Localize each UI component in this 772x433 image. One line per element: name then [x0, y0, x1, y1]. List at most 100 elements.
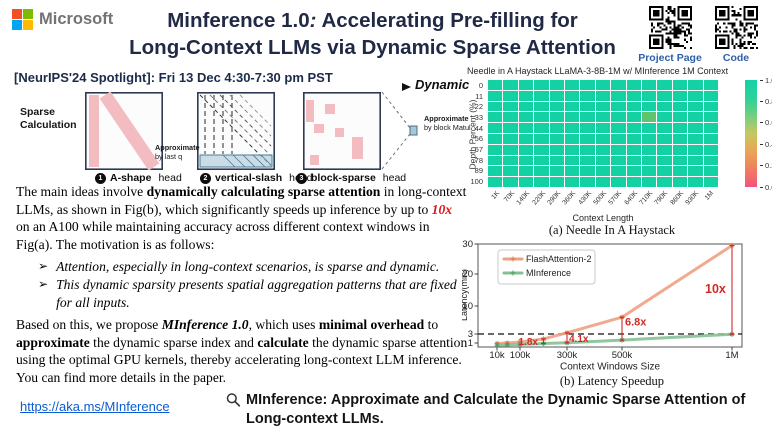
- block-approx-connector-icon: [381, 91, 418, 170]
- bullet-item: ➢ Attention, especially in long-context …: [38, 259, 440, 275]
- heatmap-cell: [611, 166, 626, 177]
- heatmap-cell: [549, 112, 564, 123]
- heatmap-cell: [503, 90, 518, 101]
- svg-text:1: 1: [468, 338, 473, 349]
- heatmap-cell: [595, 177, 611, 187]
- heatmap-cell: [534, 144, 549, 155]
- svg-text:30: 30: [462, 239, 473, 250]
- heatmap-cell: [503, 144, 518, 155]
- svg-text:100k: 100k: [510, 350, 531, 361]
- heatmap-cell: [564, 112, 580, 123]
- title-line-2: Long-Context LLMs via Dynamic Sparse Att…: [129, 36, 616, 59]
- heatmap-cell: [672, 177, 688, 187]
- heatmap-cell: [672, 90, 688, 101]
- page-title: Minference 1.0: Accelerating Pre-filling …: [95, 7, 650, 61]
- heatmap-cell: [580, 144, 595, 155]
- heatmap-cell: [534, 123, 549, 133]
- heatmap-cell: [703, 134, 718, 144]
- heatmap-cell: [611, 134, 626, 144]
- project-page-qr-code[interactable]: [646, 4, 694, 51]
- project-link[interactable]: https://aka.ms/MInference: [20, 399, 170, 414]
- heatmap-cell: [518, 155, 534, 166]
- heatmap-cell: [488, 155, 503, 166]
- code-qr-code[interactable]: [712, 4, 760, 51]
- latency-chart: 1 3 10 20 30 Latency(min) 10k 100k 300k 500k 1M Con…: [459, 238, 772, 396]
- heatmap-cell: [672, 80, 688, 90]
- approx-last-q-label: Approximate by last q: [155, 143, 200, 161]
- heatmap-cell: [672, 144, 688, 155]
- heatmap-cell: [595, 123, 611, 133]
- heatmap-cell: [595, 166, 611, 177]
- heatmap-colorbar: [745, 80, 757, 187]
- heatmap-cell: [580, 80, 595, 90]
- svg-text:1M: 1M: [725, 350, 738, 361]
- microsoft-logo: Microsoft: [12, 9, 113, 30]
- heatmap-cell: [564, 134, 580, 144]
- microsoft-square-yellow: [23, 20, 33, 30]
- heatmap-cell: [595, 112, 611, 123]
- heatmap-cell: [518, 177, 534, 187]
- heatmap-cell: [703, 144, 718, 155]
- svg-text:20: 20: [462, 269, 473, 280]
- approx-block-matmul-label: Approximate by block Matul: [424, 114, 471, 132]
- heatmap-cell: [549, 155, 564, 166]
- heatmap-cell: [688, 177, 703, 187]
- heatmap-cell: [688, 155, 703, 166]
- heatmap-cell: [611, 101, 626, 112]
- heatmap-cell: [703, 80, 718, 90]
- heatmap-cell: [503, 80, 518, 90]
- heatmap-cell: [672, 134, 688, 144]
- heatmap-cell: [580, 177, 595, 187]
- heatmap-cell: [688, 90, 703, 101]
- heatmap-cell: [641, 90, 657, 101]
- heatmap-cell: [549, 80, 564, 90]
- heatmap-cell: [641, 144, 657, 155]
- qr-codes: Project Page Code: [638, 4, 767, 64]
- heatmap-cell: [626, 112, 641, 123]
- heatmap-cell: [657, 134, 672, 144]
- microsoft-square-blue: [12, 20, 22, 30]
- dynamic-arrow-icon: [18, 83, 411, 91]
- heatmap-cell: [595, 101, 611, 112]
- microsoft-logo-icon: [12, 9, 33, 30]
- heatmap-cell: [503, 177, 518, 187]
- heatmap-cell: [503, 101, 518, 112]
- code-qr-label[interactable]: Code: [722, 52, 750, 64]
- heatmap-cell: [611, 90, 626, 101]
- heatmap-cell: [626, 123, 641, 133]
- heatmap-cell: [518, 134, 534, 144]
- heatmap-cell: [672, 112, 688, 123]
- heatmap-cell: [534, 166, 549, 177]
- svg-text:MInference: MInference: [526, 268, 571, 278]
- project-page-qr-label[interactable]: Project Page: [638, 52, 702, 64]
- heatmap-cell: [534, 177, 549, 187]
- heatmap-cell: [518, 80, 534, 90]
- head-caption-a-shape: 1 A-shape head: [95, 172, 182, 184]
- title-line-1: Minference 1.0: Accelerating Pre-filling …: [167, 9, 578, 32]
- heatmap-cell: [703, 177, 718, 187]
- svg-text:3: 3: [468, 329, 473, 340]
- heatmap-cell: [703, 112, 718, 123]
- heatmap-cell: [580, 101, 595, 112]
- heatmap-cell: [688, 101, 703, 112]
- paragraph-main: The main ideas involve dynamically calcu…: [16, 184, 467, 252]
- heatmap-cell: [518, 90, 534, 101]
- heatmap-cell: [626, 80, 641, 90]
- body-text: The main ideas involve dynamically calcu…: [16, 183, 468, 387]
- heatmap-cell: [657, 101, 672, 112]
- latency-chart-svg: 13 10 20 30 Latency(min) 10k 100k 300k 500k 1M Con…: [459, 239, 743, 373]
- heatmap-cell: [549, 166, 564, 177]
- figure-b-caption: (b) Latency Speedup: [559, 374, 665, 388]
- heatmap-cell: [626, 101, 641, 112]
- heatmap-cell: [549, 134, 564, 144]
- heatmap-cell: [564, 90, 580, 101]
- svg-text:10x: 10x: [705, 282, 726, 296]
- heatmap-cell: [503, 123, 518, 133]
- heatmap-cell: [688, 134, 703, 144]
- heatmap-cell: [518, 101, 534, 112]
- heatmap-cell: [549, 90, 564, 101]
- heatmap-cell: [518, 123, 534, 133]
- heatmap-cell: [703, 123, 718, 133]
- needle-haystack-heatmap: Needle in A Haystack LLaMA-3-8B-1M w/ MI…: [462, 66, 772, 238]
